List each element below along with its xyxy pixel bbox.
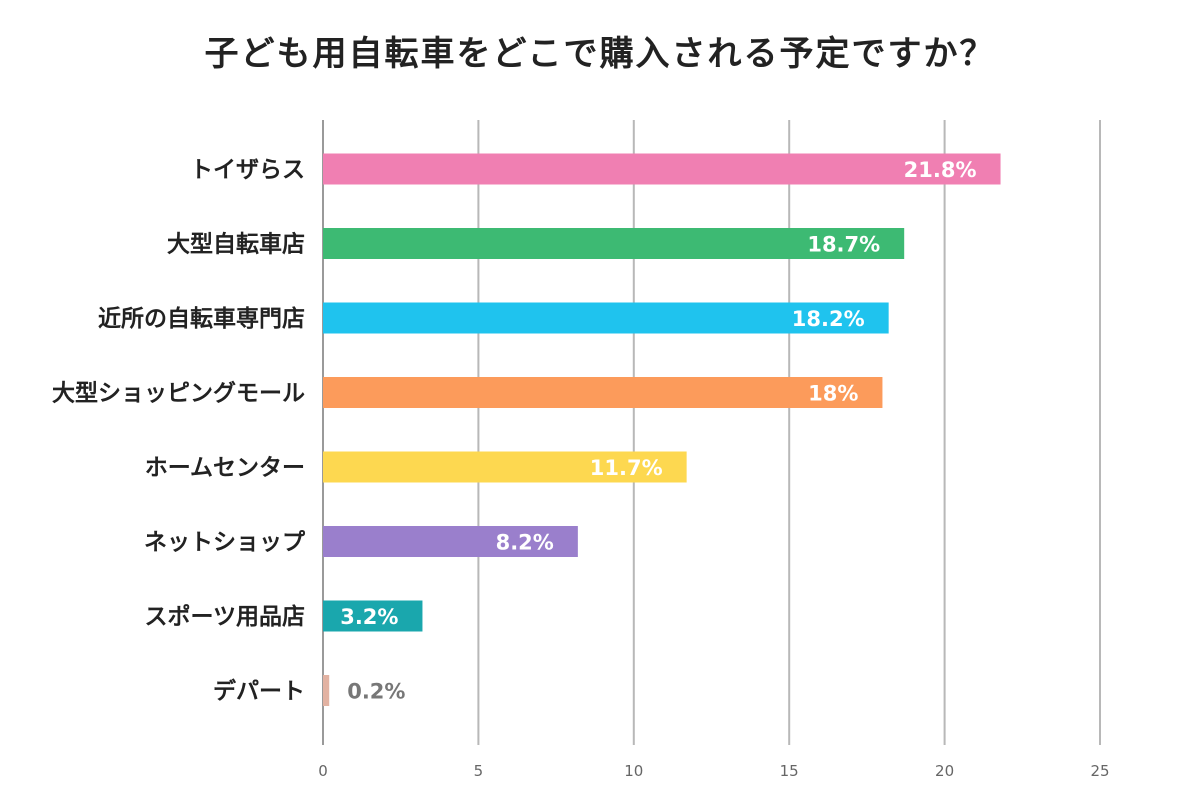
data-labels: 21.8% 18.7% 18.2% 18% 11.7% 8.2% 3.2% 0.2% [340, 158, 976, 704]
category-label-6: スポーツ用品店 [144, 603, 305, 630]
data-label-0: 21.8% [904, 158, 977, 182]
bar-6 [323, 600, 423, 632]
category-label-3: 大型ショッピングモール [52, 380, 305, 407]
data-label-7: 0.2% [347, 680, 405, 704]
grid-lines [322, 120, 1101, 745]
category-label-5: ネットショップ [144, 530, 306, 556]
bar-3 [323, 377, 883, 408]
tick-label-10: 10 [624, 762, 643, 780]
tick-label-5: 5 [474, 762, 484, 780]
category-label-7: デパート [213, 678, 305, 705]
category-label-0: トイザらス [190, 157, 305, 183]
x-axis-ticks: 0 5 10 15 20 25 [318, 762, 1109, 780]
data-label-1: 18.7% [807, 233, 880, 257]
data-label-6: 3.2% [340, 605, 398, 629]
bar-4 [323, 451, 687, 483]
category-labels: トイザらス大型自転車店近所の自転車専門店大型ショッピングモールホームセンターネッ… [52, 157, 306, 705]
category-label-4: ホームセンター [145, 455, 305, 481]
bar-2 [323, 302, 889, 334]
data-label-3: 18% [808, 382, 858, 406]
chart-title: 子ども用自転車をどこで購入される予定ですか？ [204, 34, 996, 74]
bar-7 [323, 675, 330, 706]
tick-label-20: 20 [935, 762, 954, 780]
bars [323, 153, 1001, 706]
tick-label-15: 15 [780, 762, 799, 780]
data-label-4: 11.7% [590, 456, 663, 480]
category-label-1: 大型自転車店 [167, 231, 305, 258]
bar-1 [323, 228, 905, 259]
tick-label-0: 0 [318, 762, 328, 780]
bar-5 [323, 526, 578, 557]
data-label-5: 8.2% [496, 531, 554, 555]
bar-0 [323, 153, 1001, 185]
tick-label-25: 25 [1090, 762, 1109, 780]
data-label-2: 18.2% [792, 307, 865, 331]
category-label-2: 近所の自転車専門店 [98, 305, 305, 332]
